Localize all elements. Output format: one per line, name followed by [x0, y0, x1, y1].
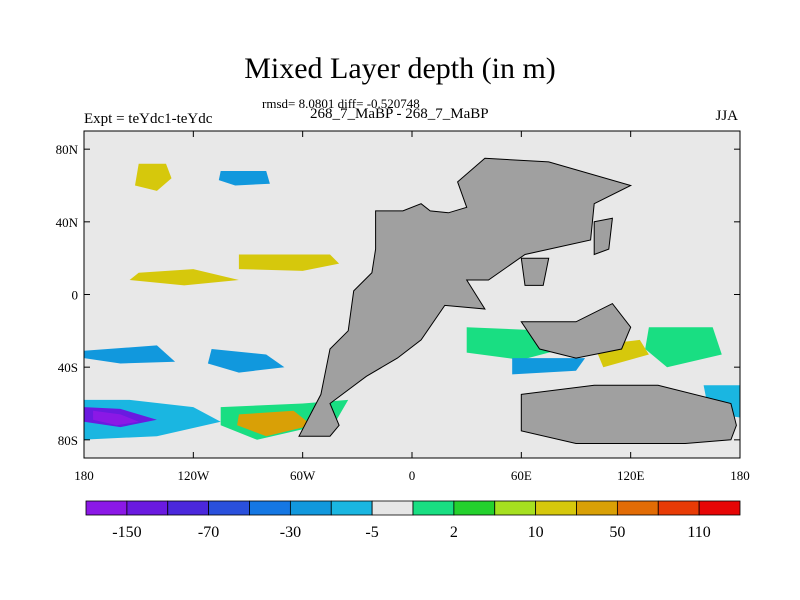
- colorbar-swatch: [412, 500, 455, 516]
- stats-text: rmsd= 8.0801 diff= -0.520748: [262, 96, 420, 111]
- anomaly-patch-12: [645, 327, 722, 368]
- colorbar-swatch: [616, 500, 659, 516]
- chart-title: Mixed Layer depth (in m): [244, 52, 556, 85]
- colorbar-swatch: [330, 500, 373, 516]
- colorbar-swatch: [371, 500, 414, 516]
- anomaly-patch-5: [207, 349, 285, 373]
- land-mass-1: [520, 302, 632, 359]
- anomaly-patch-2: [238, 254, 340, 271]
- x-tick-label: 60E: [511, 468, 532, 483]
- x-tick-label: 120E: [617, 468, 645, 483]
- colorbar-swatch: [289, 500, 332, 516]
- y-tick-label: 40N: [56, 215, 79, 230]
- colorbar-label: -5: [365, 524, 378, 541]
- experiment-label: Expt = teYdc1-teYdc: [84, 111, 213, 127]
- colorbar-swatch: [698, 500, 741, 516]
- colorbar: -150 -70 -30 -5 2 10 50 110: [85, 500, 741, 541]
- anomaly-patch-8: [93, 410, 139, 426]
- colorbar-label: 10: [528, 524, 544, 541]
- anomaly-patch-15: [512, 358, 586, 375]
- land-mass-0: [298, 157, 633, 437]
- anomaly-patch-4: [84, 345, 176, 364]
- chart-subtitle: 268_7_MaBP - 268_7_MaBP: [310, 106, 489, 122]
- anomaly-patch-3: [129, 269, 239, 286]
- y-tick-label: 0: [72, 288, 79, 303]
- x-tick-label: 60W: [290, 468, 316, 483]
- colorbar-label: 50: [609, 524, 625, 541]
- colorbar-label: -30: [280, 524, 301, 541]
- x-tick-label: 0: [409, 468, 416, 483]
- land-mass-3: [593, 217, 613, 256]
- colorbar-swatch: [657, 500, 700, 516]
- x-tick-label: 180: [74, 468, 94, 483]
- colorbar-swatch: [85, 500, 128, 516]
- season-label: JJA: [715, 108, 738, 124]
- colorbar-swatch: [535, 500, 577, 516]
- y-tick-label: 40S: [58, 360, 78, 375]
- colorbar-swatch: [208, 500, 250, 516]
- colorbar-label: 2: [450, 524, 458, 541]
- land-mask-layer: [298, 157, 737, 444]
- x-tick-label: 180: [730, 468, 750, 483]
- colorbar-swatch: [249, 500, 291, 516]
- x-tick-label: 120W: [177, 468, 210, 483]
- colorbar-swatch: [494, 500, 537, 516]
- colorbar-label: -150: [112, 524, 141, 541]
- land-mass-2: [520, 384, 737, 444]
- y-axis-ticks: 80N 40N 0 40S 80S: [56, 142, 740, 448]
- colorbar-label: -70: [198, 524, 219, 541]
- x-axis-ticks: 180 120W 60W 0 60E 120E 180: [74, 131, 750, 483]
- colorbar-swatch: [167, 500, 210, 516]
- y-tick-label: 80S: [58, 433, 78, 448]
- colorbar-swatch: [576, 500, 618, 516]
- anomaly-patch-0: [135, 163, 172, 191]
- colorbar-label: 110: [687, 524, 710, 541]
- y-tick-label: 80N: [56, 142, 79, 157]
- colorbar-swatch: [453, 500, 496, 516]
- anomaly-patch-10: [237, 410, 312, 437]
- colorbar-swatch: [126, 500, 169, 516]
- anomaly-patch-1: [218, 171, 270, 186]
- land-mass-4: [520, 257, 550, 286]
